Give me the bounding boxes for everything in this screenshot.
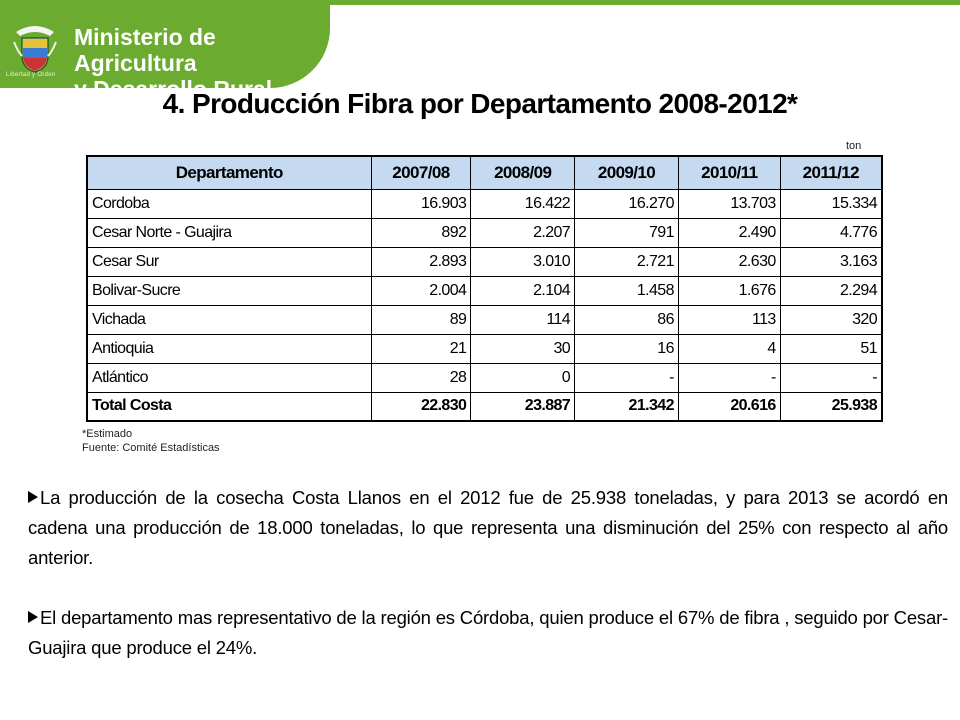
page-title: 4. Producción Fibra por Departamento 200…: [162, 88, 798, 119]
column-header: 2010/11: [677, 155, 781, 190]
value-cell: 21: [370, 333, 472, 364]
value-cell: 21.342: [574, 391, 679, 422]
department-cell: Vichada: [86, 304, 372, 335]
value-cell: 114: [470, 304, 576, 335]
table-row: Antioquia 21 30 16 4 51: [86, 333, 883, 364]
value-cell: 791: [574, 217, 679, 248]
value-cell: 2.893: [370, 246, 472, 277]
ministry-line-1: Ministerio de Agricultura: [74, 24, 216, 76]
value-cell: 15.334: [779, 188, 883, 219]
value-cell: 2.630: [677, 246, 781, 277]
value-cell: 2.207: [470, 217, 576, 248]
column-header: 2008/09: [470, 155, 576, 190]
table-row: Vichada 89 114 86 113 320: [86, 304, 883, 335]
value-cell: 16.422: [470, 188, 576, 219]
value-cell: -: [574, 362, 679, 393]
department-cell: Cordoba: [86, 188, 372, 219]
value-cell: 2.104: [470, 275, 576, 306]
column-header: 2007/08: [370, 155, 472, 190]
table-notes: *Estimado Fuente: Comité Estadísticas: [82, 427, 220, 455]
estimate-note: *Estimado: [82, 428, 133, 440]
bullet-text: La producción de la cosecha Costa Llanos…: [28, 487, 948, 568]
arrow-bullet-icon: [28, 491, 38, 503]
table-body: Cordoba 16.903 16.422 16.270 13.703 15.334 Ces…: [86, 188, 883, 422]
value-cell: 13.703: [677, 188, 781, 219]
arrow-bullet-icon: [28, 611, 38, 623]
table-header-row: Departamento 2007/08 2008/09 2009/10 201…: [86, 155, 883, 190]
value-cell: 16: [574, 333, 679, 364]
value-cell: 28: [370, 362, 472, 393]
ministry-banner: Libertad y Orden Ministerio de Agricultu…: [0, 0, 330, 102]
value-cell: 892: [370, 217, 472, 248]
value-cell: 4.776: [779, 217, 883, 248]
value-cell: 16.903: [370, 188, 472, 219]
department-cell: Cesar Norte - Guajira: [86, 217, 372, 248]
value-cell: 1.676: [677, 275, 781, 306]
bullet-item: El departamento mas representativo de la…: [28, 603, 948, 663]
ministry-name: Ministerio de Agricultura y Desarrollo R…: [74, 24, 330, 102]
department-cell: Bolivar-Sucre: [86, 275, 372, 306]
department-cell: Atlántico: [86, 362, 372, 393]
department-cell: Antioquia: [86, 333, 372, 364]
table-row: Atlántico 28 0- - -: [86, 362, 883, 393]
table-row: Cesar Sur 2.893 3.010 2.721 2.630 3.163: [86, 246, 883, 277]
coat-of-arms-icon: [13, 26, 57, 73]
department-cell: Cesar Sur: [86, 246, 372, 277]
value-cell: 23.887: [470, 391, 576, 422]
banner-top-line: [300, 0, 960, 5]
value-cell: 2.004: [370, 275, 472, 306]
value-cell: 25.938: [779, 391, 883, 422]
bullet-item: La producción de la cosecha Costa Llanos…: [28, 483, 948, 573]
value-cell: 2.721: [574, 246, 679, 277]
value-cell: 320: [779, 304, 883, 335]
table-row: Cordoba 16.903 16.422 16.270 13.703 15.334: [86, 188, 883, 219]
value-cell: 2.490: [677, 217, 781, 248]
value-cell: 3.163: [779, 246, 883, 277]
value-cell: 2.294: [779, 275, 883, 306]
value-cell: 113: [677, 304, 781, 335]
column-header: 2011/12: [779, 155, 883, 190]
value-cell: 4: [677, 333, 781, 364]
column-header: 2009/10: [574, 155, 679, 190]
bullet-text: El departamento mas representativo de la…: [28, 607, 948, 658]
value-cell: 1.458: [574, 275, 679, 306]
value-cell: 16.270: [574, 188, 679, 219]
ministry-line-2: y Desarrollo Rural: [74, 76, 273, 102]
table-row: Total Costa 22.830 23.887 21.342 20.616 25.93…: [86, 391, 883, 422]
unit-label: ton: [846, 140, 862, 152]
value-cell: 30: [470, 333, 576, 364]
table-row: Cesar Norte - Guajira 892 2.207 791 2.490 4.7…: [86, 217, 883, 248]
value-cell: 0: [470, 362, 576, 393]
value-cell: -: [779, 362, 883, 393]
source-note: Fuente: Comité Estadísticas: [82, 442, 220, 454]
production-table: Departamento 2007/08 2008/09 2009/10 201…: [86, 155, 883, 422]
motto-text: Libertad y Orden: [6, 72, 56, 78]
value-cell: 51: [779, 333, 883, 364]
value-cell: 3.010: [470, 246, 576, 277]
bullet-list: La producción de la cosecha Costa Llanos…: [28, 483, 948, 693]
value-cell: 86: [574, 304, 679, 335]
value-cell: -: [677, 362, 781, 393]
value-cell: 20.616: [677, 391, 781, 422]
value-cell: 22.830: [370, 391, 472, 422]
column-header: Departamento: [86, 155, 372, 190]
department-cell: Total Costa: [86, 391, 372, 422]
value-cell: 89: [370, 304, 472, 335]
table-row: Bolivar-Sucre 2.004 2.104 1.458 1.676 2.294: [86, 275, 883, 306]
